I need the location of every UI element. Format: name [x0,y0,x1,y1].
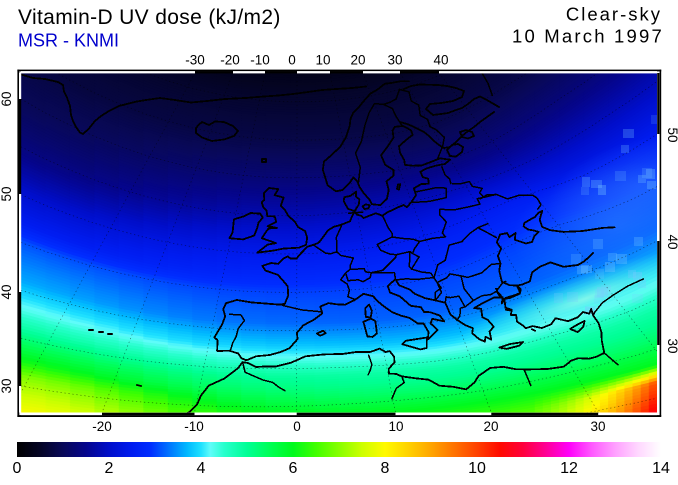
svg-text:4: 4 [197,460,206,477]
svg-text:0: 0 [293,419,301,434]
svg-text:50: 50 [0,186,14,201]
svg-text:MSR - KNMI: MSR - KNMI [18,31,119,51]
svg-text:10 March 1997: 10 March 1997 [512,26,664,47]
svg-text:50: 50 [665,127,678,142]
svg-text:10: 10 [388,419,403,434]
svg-text:20: 20 [483,419,498,434]
svg-text:0: 0 [288,53,296,68]
svg-text:30: 30 [0,378,14,393]
svg-text:40: 40 [665,234,678,249]
svg-text:14: 14 [652,460,670,477]
svg-text:60: 60 [0,91,14,106]
svg-text:-10: -10 [250,53,270,68]
svg-text:8: 8 [381,460,390,477]
svg-text:2: 2 [105,460,114,477]
svg-text:12: 12 [560,460,578,477]
svg-text:0: 0 [13,460,22,477]
svg-text:40: 40 [433,53,448,68]
svg-text:-30: -30 [185,53,205,68]
svg-text:20: 20 [350,53,365,68]
svg-text:10: 10 [468,460,486,477]
svg-text:30: 30 [590,419,605,434]
svg-text:40: 40 [0,284,14,299]
svg-text:10: 10 [315,53,330,68]
svg-text:30: 30 [387,53,402,68]
svg-text:6: 6 [289,460,298,477]
svg-text:Vitamin-D UV dose (kJ/m2): Vitamin-D UV dose (kJ/m2) [18,6,281,29]
svg-text:30: 30 [665,338,678,353]
svg-text:-10: -10 [184,419,204,434]
svg-text:-20: -20 [220,53,240,68]
svg-text:Clear-sky: Clear-sky [566,4,662,25]
svg-text:-20: -20 [92,419,112,434]
